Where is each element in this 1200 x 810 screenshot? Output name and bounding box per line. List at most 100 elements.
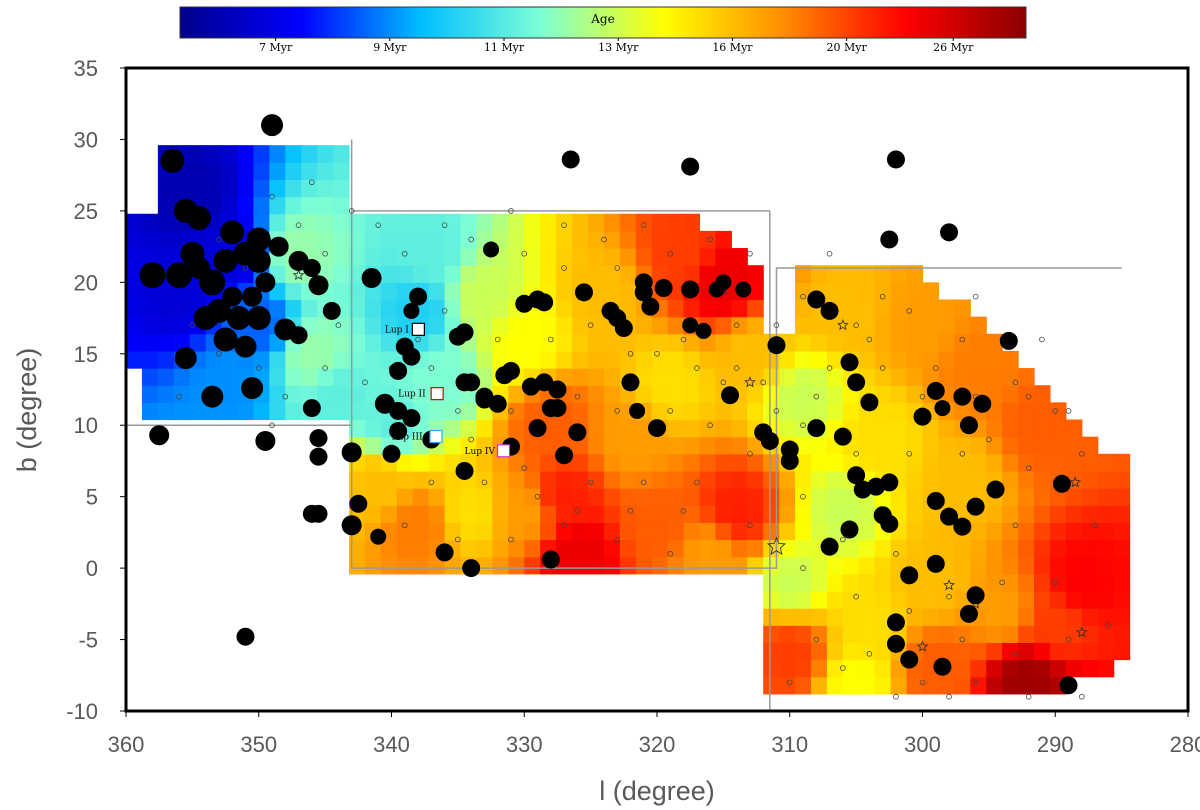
heatmap-cell (587, 436, 605, 455)
heatmap-cell (1018, 402, 1035, 421)
small-marker (680, 508, 687, 514)
heatmap-cell (906, 539, 924, 558)
cluster-marker (213, 327, 238, 352)
heatmap-cell (396, 213, 414, 232)
heatmap-cell (715, 402, 732, 421)
cluster-marker (435, 543, 454, 562)
heatmap-cell (619, 556, 637, 575)
heatmap-cell (635, 556, 653, 575)
heatmap-cell (858, 436, 876, 455)
colorbar-label: 20 Myr (827, 41, 868, 54)
heatmap-cell (619, 453, 637, 472)
heatmap-cell (1097, 539, 1115, 558)
cluster-marker (222, 286, 243, 307)
small-marker (322, 365, 328, 371)
small-marker (853, 593, 859, 600)
heatmap-cell (874, 316, 892, 335)
heatmap-cell (476, 316, 493, 335)
heatmap-cell (221, 385, 239, 403)
heatmap-cell (890, 676, 908, 695)
small-marker (800, 293, 806, 300)
heatmap-cell (524, 230, 541, 249)
cluster-marker (966, 497, 985, 516)
heatmap-cell (667, 350, 685, 369)
heatmap-cell (699, 505, 717, 523)
heatmap-cell (317, 368, 334, 386)
heatmap-cell (333, 368, 350, 386)
heatmap-cell (333, 265, 350, 283)
cluster-marker (940, 507, 959, 526)
heatmap-cell (126, 248, 143, 266)
small-marker (428, 479, 435, 486)
heatmap-cell (317, 230, 334, 249)
heatmap-cell (731, 350, 748, 369)
cluster-marker (880, 230, 899, 249)
heatmap-cell (795, 642, 812, 661)
cluster-marker (483, 241, 500, 258)
heatmap-cell (380, 488, 398, 506)
heatmap-cell (890, 333, 908, 352)
heatmap-cell (906, 436, 924, 455)
small-marker (455, 408, 461, 414)
heatmap-cell (428, 248, 446, 266)
x-axis-ticks: 360 350 340 330 320 310 300 290 280 (108, 711, 1200, 757)
heatmap-cell (842, 659, 860, 678)
heatmap-cell (269, 179, 286, 198)
heatmap-cell (970, 659, 987, 678)
heatmap-cell (349, 350, 366, 369)
small-marker (986, 436, 992, 443)
heatmap-cell (508, 505, 525, 523)
heatmap-cell (810, 265, 828, 283)
heatmap-cell (269, 402, 286, 421)
heatmap-cell (444, 488, 462, 506)
heatmap-cell (699, 488, 717, 506)
heatmap-cell (317, 385, 334, 403)
heatmap-cell (1018, 368, 1035, 386)
heatmap-cell (795, 368, 812, 386)
heatmap-cell (572, 556, 589, 575)
heatmap-cell (444, 385, 462, 403)
heatmap-cell (460, 350, 478, 369)
heatmap-cell (189, 368, 207, 386)
heatmap-cell (1097, 590, 1115, 609)
heatmap-cell (285, 299, 302, 318)
heatmap-cell (524, 522, 541, 541)
heatmap-cell (126, 213, 143, 232)
heatmap-cell (1049, 608, 1067, 626)
heatmap-cell (540, 230, 557, 249)
heatmap-cell (747, 265, 764, 283)
heatmap-cell (651, 230, 669, 249)
heatmap-cell (1002, 556, 1019, 575)
heatmap-cell (906, 590, 924, 609)
heatmap-cell (412, 470, 430, 489)
heatmap-cell (492, 470, 509, 489)
heatmap-cell (938, 642, 955, 661)
heatmap-cell (301, 350, 318, 369)
heatmap-cell (269, 145, 286, 163)
heatmap-cell (667, 230, 685, 249)
heatmap-cell (715, 299, 732, 318)
heatmap-cell (1002, 659, 1019, 678)
heatmap-cell (874, 625, 892, 644)
heatmap-cell (492, 213, 509, 232)
heatmap-cell (1034, 590, 1051, 609)
heatmap-cell (587, 453, 605, 472)
heatmap-cell (1018, 590, 1035, 609)
heatmap-cell (874, 453, 892, 472)
heatmap-cell (301, 385, 318, 403)
heatmap-cell (572, 299, 589, 318)
y-axis-title: b (degree) (12, 348, 42, 473)
heatmap-cell (667, 402, 685, 421)
heatmap-cell (683, 488, 701, 506)
cluster-marker (201, 385, 224, 408)
heatmap-cell (635, 522, 653, 541)
heatmap-cell (1034, 556, 1051, 575)
heatmap-cell (173, 402, 191, 421)
heatmap-cell (826, 590, 844, 609)
heatmap-cell (715, 436, 732, 455)
x-tick-label: 340 (373, 732, 410, 757)
cluster-marker (302, 399, 321, 418)
heatmap-cell (890, 282, 908, 301)
heatmap-cell (1002, 453, 1019, 472)
heatmap-cell (1097, 556, 1115, 575)
